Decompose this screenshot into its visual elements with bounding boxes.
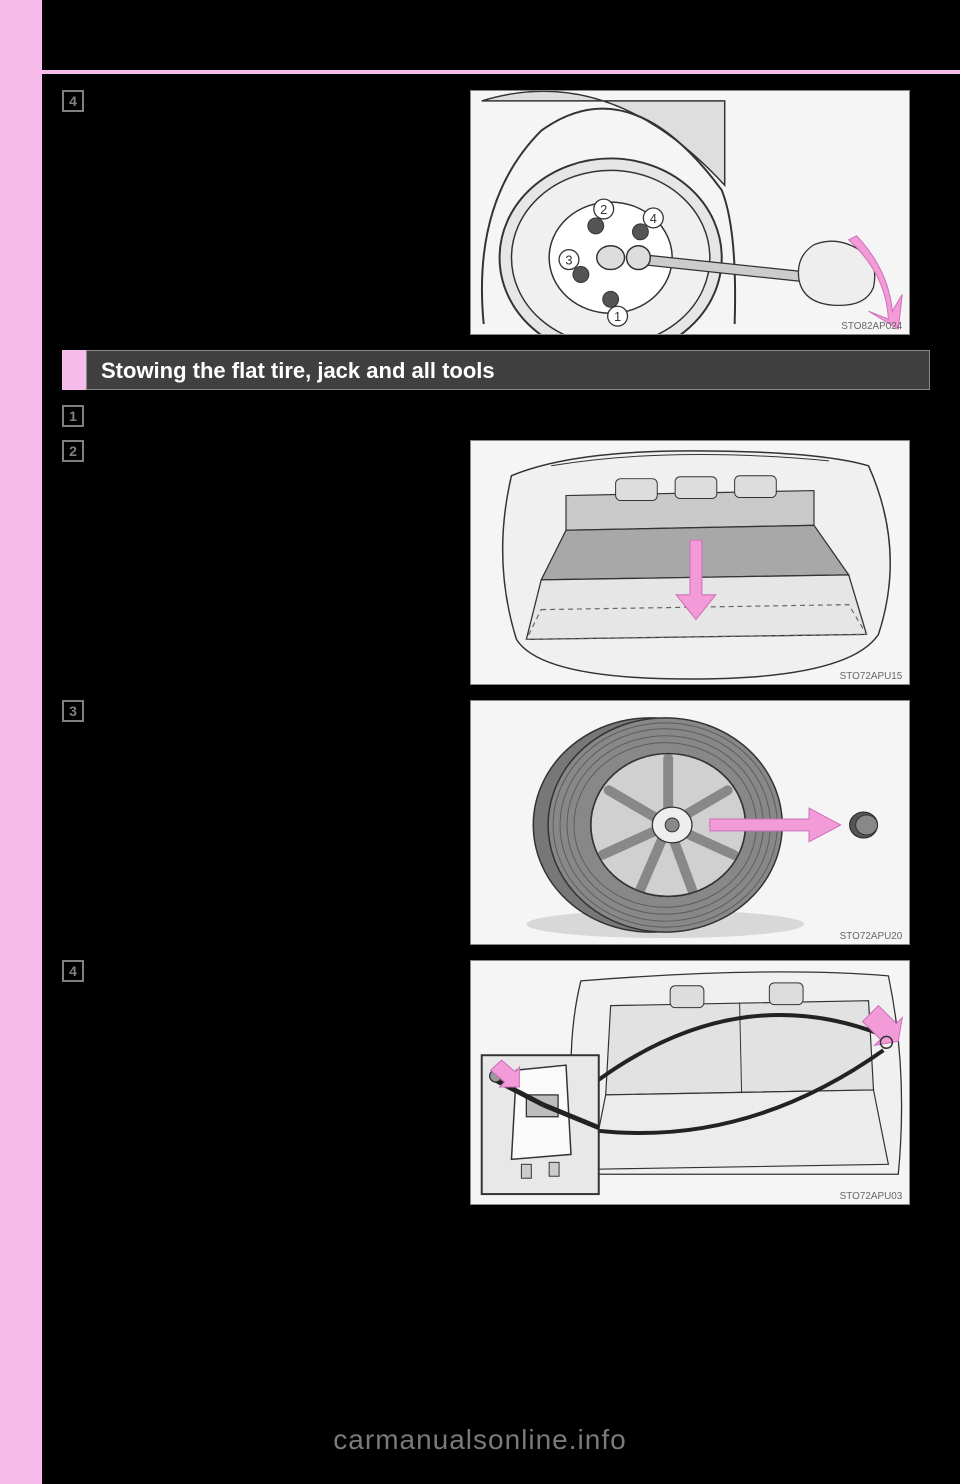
left-sidebar — [0, 0, 42, 1484]
figure-label-3: STO72APU20 — [840, 931, 903, 942]
section-header: Stowing the flat tire, jack and all tool… — [62, 350, 930, 390]
figure-strap-hook: STO72APU03 — [470, 960, 910, 1205]
top-stripe — [0, 70, 960, 74]
lugnut-label-1: 1 — [614, 309, 621, 324]
figure-label-2: STO72APU15 — [840, 671, 903, 682]
step-number-2: 2 — [62, 440, 84, 462]
lugnut-label-4: 4 — [650, 211, 657, 226]
figure-label-1: STO82AP024 — [841, 321, 902, 332]
step-number-1: 1 — [62, 405, 84, 427]
step-number-top: 4 — [62, 90, 84, 112]
lugnut-label-3: 3 — [565, 253, 572, 268]
lugnut-label-2: 2 — [600, 202, 607, 217]
watermark: carmanualsonline.info — [0, 1424, 960, 1456]
figure-cargo-cover: STO72APU15 — [470, 440, 910, 685]
section-header-tab — [62, 350, 86, 390]
section-header-title: Stowing the flat tire, jack and all tool… — [86, 350, 930, 390]
figure-wrench-wheel: 1 2 3 4 STO82AP024 — [470, 90, 910, 335]
figure-label-4: STO72APU03 — [840, 1191, 903, 1202]
step-number-4: 4 — [62, 960, 84, 982]
figure-tire-centercap: STO72APU20 — [470, 700, 910, 945]
step-number-3: 3 — [62, 700, 84, 722]
